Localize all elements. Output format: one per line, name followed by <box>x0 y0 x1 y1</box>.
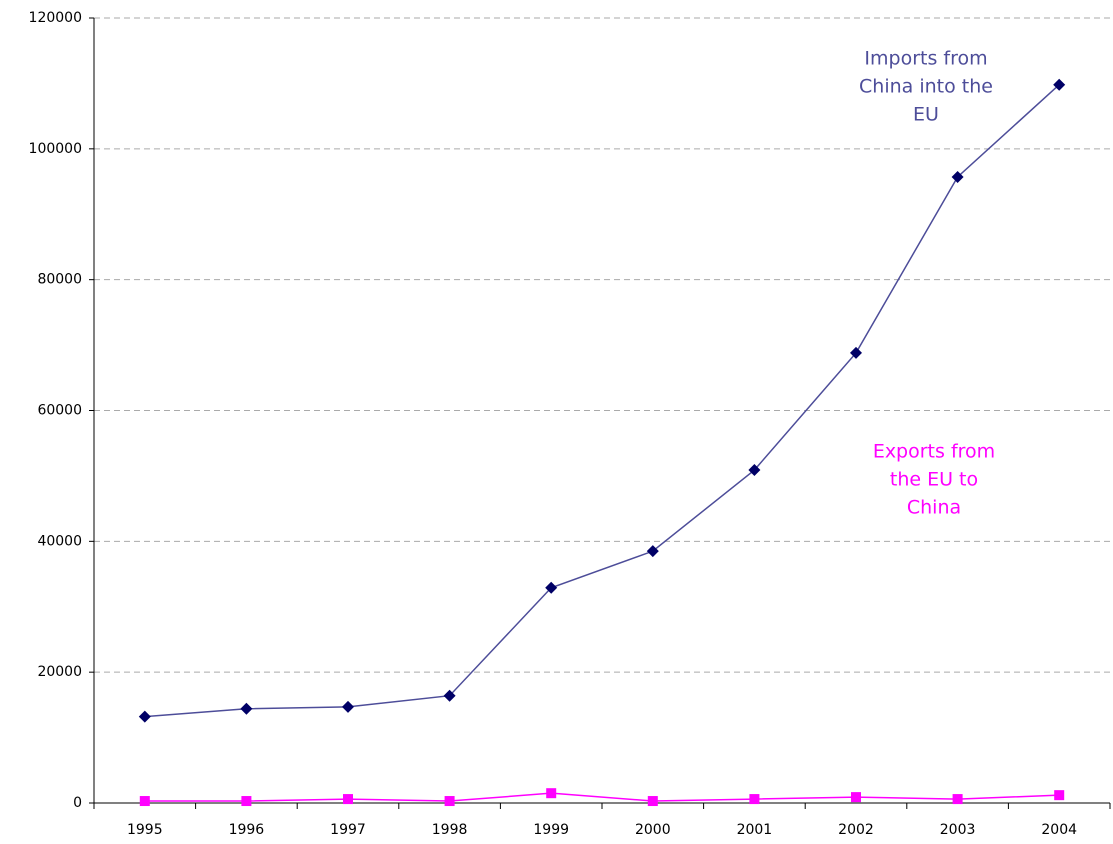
x-tick-label: 1996 <box>229 822 265 838</box>
series-line <box>144 792 1060 802</box>
marker <box>748 464 761 477</box>
y-tick-label: 120000 <box>29 10 82 26</box>
y-tick-label: 100000 <box>29 141 82 157</box>
x-tick-label: 2001 <box>737 822 773 838</box>
x-tick-label: 1997 <box>330 822 366 838</box>
marker <box>240 702 253 715</box>
marker <box>951 170 964 183</box>
annotation: China <box>907 497 961 519</box>
marker <box>851 792 861 803</box>
marker <box>444 796 455 807</box>
marker <box>343 794 353 805</box>
marker <box>241 796 252 807</box>
annotation: China into the <box>859 76 993 98</box>
y-tick-label: 0 <box>73 795 82 811</box>
x-tick-label: 1999 <box>533 822 569 838</box>
annotation: Imports from <box>864 48 987 70</box>
y-tick-label: 60000 <box>37 403 82 419</box>
marker <box>443 689 456 702</box>
y-tick-label: 40000 <box>37 533 82 549</box>
annotation: Exports from <box>873 441 995 463</box>
marker <box>646 545 659 558</box>
series-line <box>144 84 1060 718</box>
annotation: EU <box>913 104 939 126</box>
x-tick-label: 1995 <box>127 822 163 838</box>
x-tick-label: 2000 <box>635 822 671 838</box>
x-tick-label: 2002 <box>838 822 874 838</box>
marker <box>647 796 658 807</box>
y-tick-label: 80000 <box>37 272 82 288</box>
y-tick-label: 20000 <box>37 664 82 680</box>
marker <box>545 581 558 594</box>
marker <box>342 700 354 713</box>
marker <box>850 346 862 359</box>
x-tick-label: 2003 <box>940 822 976 838</box>
marker <box>1053 78 1066 91</box>
annotation: the EU to <box>890 469 978 491</box>
marker <box>138 710 151 723</box>
x-tick-label: 1998 <box>432 822 468 838</box>
marker <box>749 794 760 805</box>
marker <box>139 796 150 807</box>
marker <box>952 794 963 805</box>
marker <box>546 788 557 799</box>
marker <box>1054 790 1065 801</box>
x-tick-label: 2004 <box>1041 822 1077 838</box>
